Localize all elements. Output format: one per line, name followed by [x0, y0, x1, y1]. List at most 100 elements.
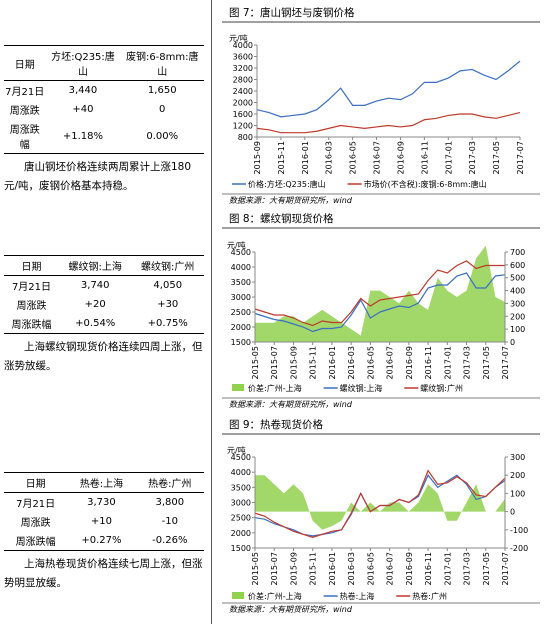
y-tick-label: 2500: [231, 514, 251, 523]
y2-tick-label: 0: [510, 338, 515, 347]
spread-area: [255, 245, 505, 342]
x-tick-label: 2017-01: [444, 141, 453, 174]
legend-label: 价差:广州-上海: [248, 591, 302, 601]
x-tick-label: 2015-07: [270, 346, 279, 379]
header-cell: 螺纹钢:广州: [141, 262, 195, 273]
x-tick-label: 2017-03: [463, 346, 472, 379]
series-line: [254, 469, 506, 539]
x-tick-label: 2017-05: [482, 346, 491, 379]
y2-tick-label: 200: [510, 471, 525, 480]
source: 数据来源：大有期货研究所，wind: [229, 196, 353, 205]
legend-label: 价格:方坯:Q235:唐山: [248, 179, 326, 189]
header-cell: 螺纹钢:上海: [68, 262, 122, 273]
y-tick-label: 4500: [231, 453, 251, 462]
table-row: 周涨跌幅 +0.27% -0.26%: [4, 531, 204, 551]
legend-label: 热卷:上海: [340, 591, 375, 601]
legend-swatch: [232, 384, 244, 391]
series-line: [256, 111, 521, 134]
source: 数据来源：大有期货研究所，wind: [229, 605, 353, 614]
y-tick-label: 4000: [231, 263, 251, 272]
source: 数据来源：大有期货研究所，wind: [229, 400, 353, 409]
y-tick-label: 3000: [231, 499, 251, 508]
divider: [211, 0, 212, 624]
x-tick-label: 2016-11: [424, 346, 433, 379]
y-tick-label: 4000: [231, 468, 251, 477]
table-cell: +40: [72, 104, 94, 115]
y-tick-label: 2400: [233, 87, 253, 96]
legend-label: 热卷:广州: [412, 591, 447, 601]
table-cell: 3,800: [155, 497, 185, 508]
x-tick-label: 2016-09: [405, 552, 414, 585]
header-cell: 日期: [21, 262, 42, 273]
x-tick-label: 2017-01: [443, 552, 452, 585]
x-tick-label: 2016-03: [347, 346, 356, 379]
y-tick-label: 2000: [231, 323, 251, 332]
table-cell: 0.00%: [146, 130, 179, 142]
x-tick-label: 2017-01: [443, 346, 452, 379]
y2-tick-label: 100: [510, 489, 525, 498]
y-tick-label: 2800: [233, 76, 253, 85]
series-line: [254, 272, 506, 333]
table-cell: 周涨跌: [16, 301, 47, 312]
table: 日期 方坯:Q235:唐山 废钢:6-8mm:唐山 7月21日 3,440 1,650 周涨…: [4, 45, 204, 154]
table-cell: +1.18%: [62, 130, 104, 142]
table-cell: 周涨跌: [9, 106, 40, 117]
table-cell: 周涨跌幅: [9, 125, 40, 151]
table-cell: 4,050: [153, 280, 183, 291]
note: 唐山钢坯价格连续两周累计上涨180 元/吨，废钢价格基本持稳。: [4, 161, 192, 192]
x-tick-label: 2015-11: [309, 552, 318, 585]
x-tick-label: 2016-05: [366, 346, 375, 379]
y2-tick-label: -100: [510, 526, 528, 535]
y2-tick-label: -200: [510, 544, 528, 553]
y-tick-label: 1200: [233, 122, 253, 131]
x-tick-label: 2016-07: [373, 141, 382, 174]
series-line: [256, 60, 521, 118]
x-tick-label: 2015-09: [289, 552, 298, 585]
x-tick-label: 2016-03: [347, 552, 356, 585]
x-tick-label: 2015-07: [270, 552, 279, 585]
y-axis-label: 元/吨: [229, 33, 248, 43]
table-cell: 1,650: [147, 85, 177, 96]
table-row: 周涨跌 +40 0: [4, 100, 204, 119]
table-cell: 0: [159, 104, 166, 115]
x-tick-label: 2016-01: [328, 552, 337, 585]
table: 日期 螺纹钢:上海 螺纹钢:广州 7月21日 3,740 4,050 周涨跌 +20 +30 周涨…: [4, 255, 204, 334]
x-tick-label: 2017-07: [501, 552, 510, 585]
table-cell: -10: [161, 516, 178, 527]
y-tick-label: 1500: [231, 338, 251, 347]
note: 上海热卷现货价格连续七周上涨，但涨势明显放缓。: [4, 558, 203, 589]
chart-title: 图 8：螺纹钢现货价格: [229, 212, 334, 225]
table-cell: 7月21日: [11, 282, 52, 293]
table-cell: +10: [90, 516, 112, 527]
x-tick-label: 2016-01: [328, 346, 337, 379]
y-tick-label: 4000: [233, 41, 253, 50]
table-cell: 周涨跌幅: [11, 320, 52, 331]
table-section: 日期 螺纹钢:上海 螺纹钢:广州 7月21日 3,740 4,050 周涨跌 +20 +30 周涨…: [4, 255, 204, 376]
spread-area: [255, 475, 505, 530]
table-row: 周涨跌 +10 -10: [4, 512, 204, 531]
y-tick-label: 3000: [231, 293, 251, 302]
legend-label: 市场价(不含税):废钢:6-8mm:唐山: [364, 179, 487, 189]
x-tick-label: 2015-09: [253, 141, 262, 174]
table-cell: +0.54%: [75, 318, 116, 329]
legend-label: 螺纹钢:广州: [420, 383, 463, 393]
chart-title: 图 7：唐山钢坯与废钢价格: [229, 6, 355, 19]
x-tick-label: 2016-09: [405, 346, 414, 379]
table-cell: 周涨跌: [20, 518, 51, 529]
x-tick-label: 2015-05: [251, 346, 260, 379]
x-tick-label: 2017-03: [468, 141, 477, 174]
x-tick-label: 2016-01: [301, 141, 310, 174]
table-row: 7月21日 3,730 3,800: [4, 493, 204, 513]
y-tick-label: 800: [238, 133, 253, 142]
x-tick-label: 2017-05: [482, 552, 491, 585]
x-tick-label: 2017-07: [501, 346, 510, 379]
x-tick-label: 2017-05: [492, 141, 501, 174]
table-cell: +30: [157, 299, 179, 310]
y2-tick-label: 500: [510, 274, 525, 283]
y-tick-label: 2000: [231, 529, 251, 538]
header-cell: 废钢:6-8mm:唐山: [125, 52, 199, 78]
table-cell: 7月21日: [16, 499, 56, 510]
x-tick-label: 2016-03: [325, 141, 334, 174]
